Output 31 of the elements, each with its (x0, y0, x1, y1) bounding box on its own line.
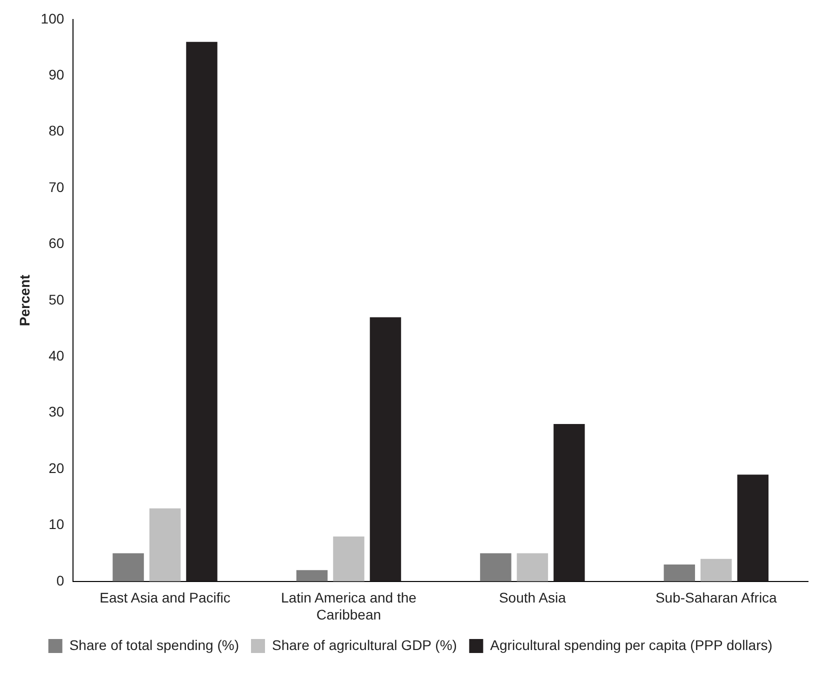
y-tick-label: 60 (48, 235, 64, 252)
bar (516, 553, 548, 582)
y-tick-label: 20 (48, 460, 64, 476)
y-tick-label: 30 (48, 404, 64, 420)
x-tick-label: East Asia and Pacific (100, 590, 230, 606)
bar (370, 317, 402, 582)
bar (480, 553, 512, 582)
y-tick-label: 100 (40, 10, 64, 26)
y-tick-label: 50 (48, 291, 64, 308)
y-axis-title: Percent (16, 274, 32, 326)
bar (296, 570, 328, 582)
legend-label: Share of total spending (%) (69, 636, 239, 653)
x-tick-label: Sub-Saharan Africa (655, 590, 778, 606)
bar (737, 474, 769, 582)
y-tick-label: 90 (48, 66, 64, 82)
legend-label: Agricultural spending per capita (PPP dollars) (490, 636, 772, 653)
bar (186, 42, 218, 582)
bar (554, 424, 585, 582)
bar (700, 558, 732, 582)
bar (664, 564, 696, 582)
bar (149, 508, 181, 582)
y-tick-label: 40 (48, 347, 64, 364)
y-tick-label: 0 (56, 572, 64, 588)
y-tick-label: 80 (48, 122, 64, 139)
bar (112, 553, 144, 582)
legend-label: Share of agricultural GDP (%) (272, 636, 457, 653)
x-tick-label: South Asia (498, 590, 566, 606)
bar (333, 536, 364, 582)
x-tick-label: Latin America and the Caribbean (281, 590, 417, 622)
y-tick-label: 10 (48, 516, 64, 532)
y-tick-label: 70 (48, 178, 64, 195)
